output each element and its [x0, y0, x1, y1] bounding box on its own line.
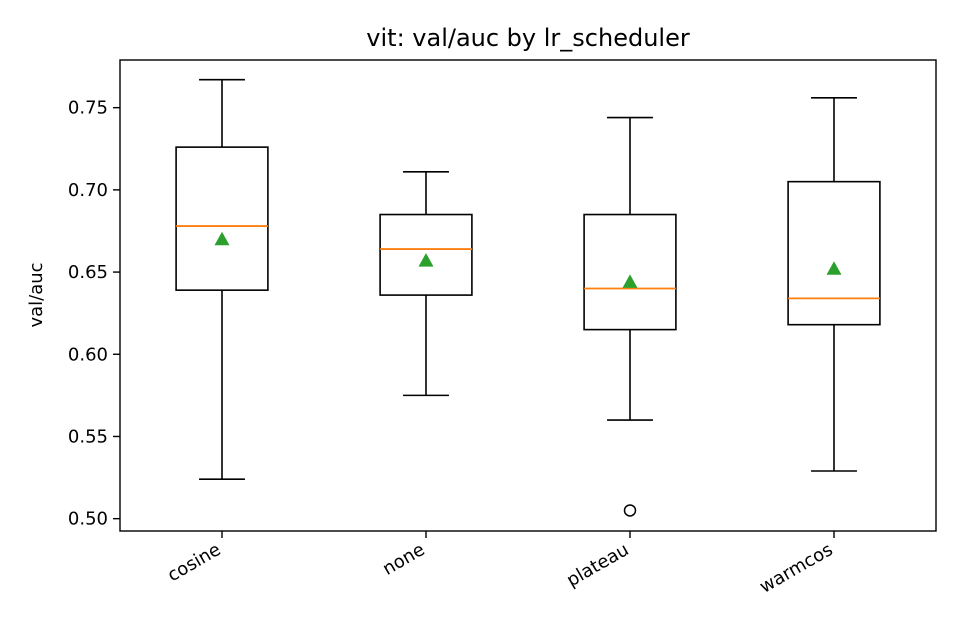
y-tick-label: 0.70 [68, 180, 108, 201]
mean-marker-plateau [622, 274, 638, 288]
outlier-point [623, 504, 637, 517]
y-tick-label: 0.75 [68, 98, 108, 119]
y-tick-label: 0.50 [68, 509, 108, 530]
y-tick-label: 0.55 [68, 426, 108, 447]
y-tick-label: 0.65 [68, 262, 108, 283]
mean-marker-warmcos [826, 261, 842, 275]
box-iqr-warmcos [787, 180, 881, 326]
chart-title: vit: val/auc by lr_scheduler [366, 24, 690, 52]
mean-marker-none [418, 253, 434, 267]
x-tick-label: warmcos [756, 539, 836, 598]
x-tick-label: plateau [563, 539, 632, 591]
mean-marker-cosine [214, 231, 230, 246]
y-tick-label: 0.60 [68, 344, 108, 365]
y-axis-label: val/auc [26, 262, 47, 327]
box-iqr-cosine [175, 146, 269, 291]
plot-frame [119, 59, 937, 532]
x-tick-label: cosine [164, 539, 225, 586]
x-tick-label: none [379, 539, 428, 580]
box-iqr-none [379, 213, 473, 296]
box-iqr-plateau [583, 213, 677, 331]
